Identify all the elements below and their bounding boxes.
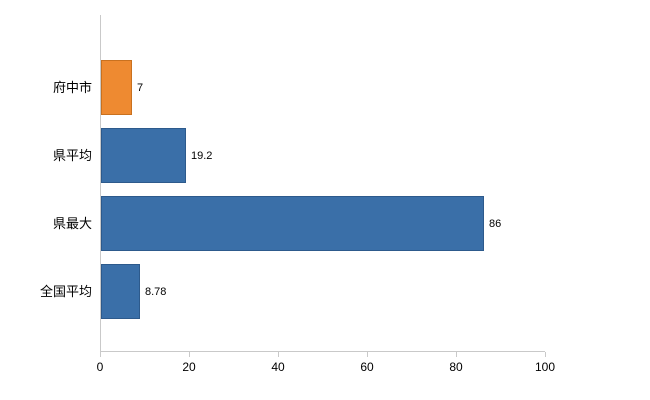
category-label: 全国平均 <box>39 283 92 299</box>
bar-2 <box>101 196 484 251</box>
category-label: 県平均 <box>52 147 92 163</box>
x-axis-tick <box>189 352 190 357</box>
x-axis-tick <box>278 352 279 357</box>
x-axis-tick-label: 60 <box>360 360 374 374</box>
bar-value-label: 7 <box>137 81 144 94</box>
category-label: 県最大 <box>52 215 92 231</box>
x-axis-tick-label: 20 <box>182 360 196 374</box>
x-axis-tick <box>100 352 101 357</box>
plot-area: 7 19.2 86 8.78 <box>100 15 545 352</box>
x-axis-tick <box>545 352 546 357</box>
x-axis-tick-label: 40 <box>271 360 285 374</box>
x-axis-tick-label: 80 <box>449 360 463 374</box>
bar-0 <box>101 60 132 115</box>
x-axis-tick <box>456 352 457 357</box>
bar-value-label: 19.2 <box>191 149 213 162</box>
x-axis-tick-label: 100 <box>534 360 556 374</box>
bar-value-label: 86 <box>489 217 502 230</box>
x-axis-tick-label: 0 <box>96 360 104 374</box>
bar-value-label: 8.78 <box>145 285 167 298</box>
category-label: 府中市 <box>52 79 92 95</box>
bar-3 <box>101 264 140 319</box>
x-axis-tick <box>367 352 368 357</box>
bar-1 <box>101 128 186 183</box>
